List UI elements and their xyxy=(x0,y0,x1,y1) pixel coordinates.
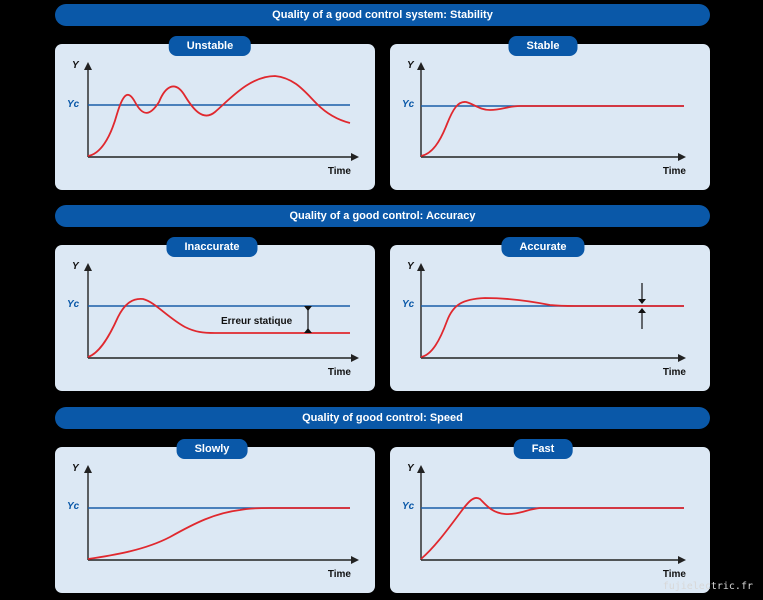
inaccurate-plot xyxy=(84,263,359,362)
y-axis-label: Y xyxy=(407,60,414,71)
panel-stable: Stable Y Yc Time xyxy=(390,36,710,190)
y-axis-label: Y xyxy=(72,463,79,474)
y-axis-label: Y xyxy=(407,463,414,474)
time-axis-label: Time xyxy=(327,166,351,177)
y-axis-arrow xyxy=(417,263,425,271)
panel-unstable: Unstable Y Yc Time xyxy=(55,36,375,190)
panel-tag-slowly: Slowly xyxy=(176,439,248,459)
response-curve xyxy=(87,507,350,560)
y-axis-label: Y xyxy=(72,60,79,71)
time-axis-label: Time xyxy=(662,569,686,580)
panel-tag-stable: Stable xyxy=(508,36,578,56)
x-axis-arrow xyxy=(351,354,359,362)
response-curve xyxy=(420,297,684,358)
setpoint-label: Yc xyxy=(402,501,415,512)
x-axis-arrow xyxy=(351,153,359,161)
slow-plot xyxy=(84,465,359,564)
time-axis-label: Time xyxy=(327,569,351,580)
x-axis-arrow xyxy=(678,354,686,362)
x-axis-arrow xyxy=(678,556,686,564)
unstable-plot xyxy=(84,62,359,161)
setpoint-label: Yc xyxy=(402,99,415,110)
accurate-plot xyxy=(417,263,686,362)
response-curve xyxy=(87,298,350,358)
panel-accurate: Accurate Y Yc Time xyxy=(390,237,710,391)
y-axis-arrow xyxy=(417,62,425,70)
y-axis-label: Y xyxy=(407,261,414,272)
y-axis-arrow xyxy=(84,465,92,473)
section-banner-accuracy: Quality of a good control: Accuracy xyxy=(55,205,710,227)
setpoint-label: Yc xyxy=(67,99,80,110)
fast-plot xyxy=(417,465,686,564)
x-axis-arrow xyxy=(351,556,359,564)
time-axis-label: Time xyxy=(662,166,686,177)
panel-tag-accurate: Accurate xyxy=(501,237,585,257)
watermark: fujielectric.fr xyxy=(662,581,753,592)
panel-tag-fast: Fast xyxy=(513,439,573,459)
y-axis-arrow xyxy=(84,263,92,271)
precision-arrow-bottom xyxy=(638,308,646,313)
stable-plot xyxy=(417,62,686,161)
time-axis-label: Time xyxy=(327,367,351,378)
panel-tag-inaccurate: Inaccurate xyxy=(166,237,258,257)
y-axis-arrow xyxy=(417,465,425,473)
response-curve xyxy=(420,101,684,157)
section-banner-stability: Quality of a good control system: Stabil… xyxy=(55,4,710,26)
response-curve xyxy=(87,75,351,157)
setpoint-label: Yc xyxy=(402,299,415,310)
setpoint-label: Yc xyxy=(67,501,80,512)
error-arrow-top xyxy=(304,306,312,311)
panel-slowly: Slowly Y Yc Time xyxy=(55,439,375,593)
precision-arrow-top xyxy=(638,299,646,304)
time-axis-label: Time xyxy=(662,367,686,378)
y-axis-arrow xyxy=(84,62,92,70)
y-axis-label: Y xyxy=(72,261,79,272)
static-error-label: Erreur statique xyxy=(221,316,293,327)
error-arrow-bottom xyxy=(304,328,312,333)
panel-inaccurate: Inaccurate Y Yc Time Erreur statique xyxy=(55,237,375,391)
panel-tag-unstable: Unstable xyxy=(168,36,252,56)
panel-fast: Fast Y Yc Time xyxy=(390,439,710,593)
section-banner-speed: Quality of good control: Speed xyxy=(55,407,710,429)
setpoint-label: Yc xyxy=(67,299,80,310)
response-curve xyxy=(420,497,684,560)
x-axis-arrow xyxy=(678,153,686,161)
